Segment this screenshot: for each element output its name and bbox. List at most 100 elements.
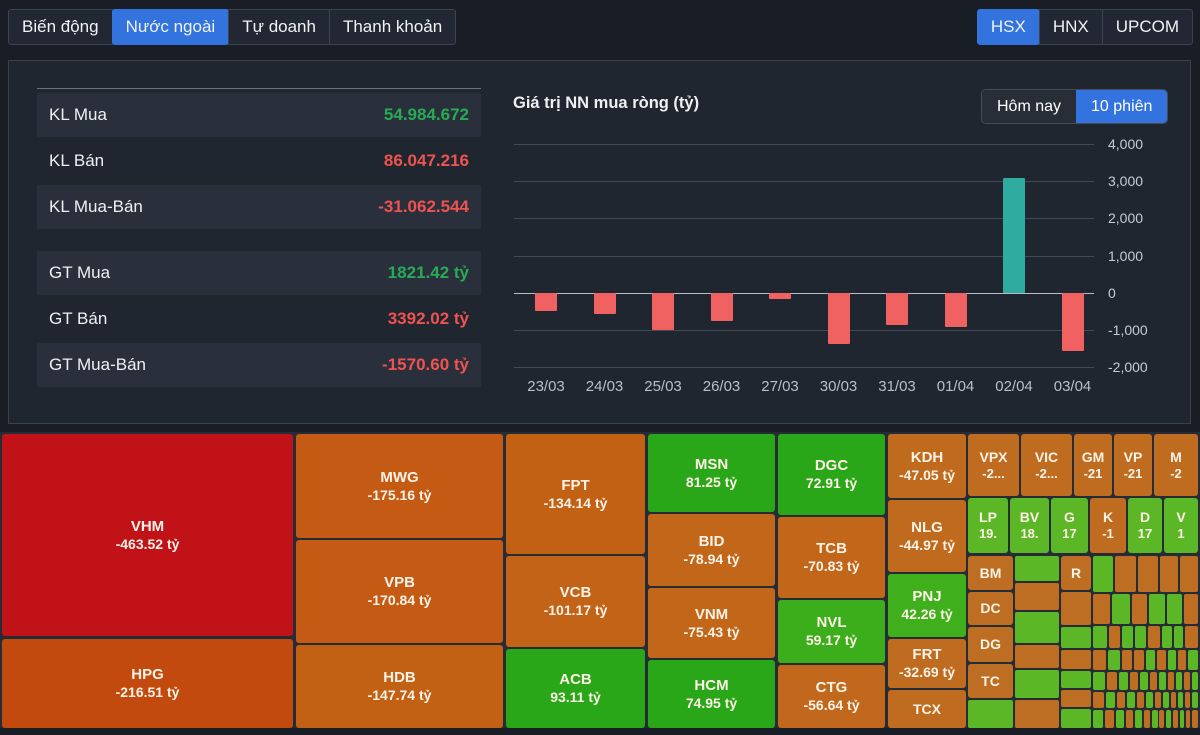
treemap-minor-cell[interactable] xyxy=(1115,556,1136,592)
treemap-minor-cell[interactable] xyxy=(1160,556,1178,592)
treemap-minor-cell[interactable] xyxy=(1061,627,1091,648)
treemap-minor-cell[interactable] xyxy=(1015,700,1059,728)
treemap-minor-cell[interactable] xyxy=(1137,692,1144,708)
treemap-minor-cell[interactable] xyxy=(1185,626,1198,648)
tab-bien-dong[interactable]: Biến động xyxy=(8,9,113,45)
tab-hnx[interactable]: HNX xyxy=(1038,9,1103,45)
treemap-cell-D[interactable]: D 17 xyxy=(1128,498,1162,553)
tab-upcom[interactable]: UPCOM xyxy=(1101,9,1193,45)
treemap-minor-cell[interactable] xyxy=(1061,690,1091,707)
tab-thanh-khoan[interactable]: Thanh khoản xyxy=(328,9,457,45)
tab-nuoc-ngoai[interactable]: Nước ngoài xyxy=(111,9,230,45)
treemap-minor-cell[interactable] xyxy=(1173,710,1178,728)
tab-hsx[interactable]: HSX xyxy=(976,9,1040,45)
treemap-cell-FRT[interactable]: FRT -32.69 tỷ xyxy=(888,639,966,688)
treemap-cell-PNJ[interactable]: PNJ 42.26 tỷ xyxy=(888,574,966,637)
treemap-cell-R[interactable]: R xyxy=(1061,556,1091,590)
treemap-minor-cell[interactable] xyxy=(1127,692,1135,708)
treemap-cell-HCM[interactable]: HCM 74.95 tỷ xyxy=(648,660,775,728)
treemap-cell-HPG[interactable]: HPG -216.51 tỷ xyxy=(2,639,293,728)
treemap-minor-cell[interactable] xyxy=(1152,710,1158,728)
treemap-cell-VNM[interactable]: VNM -75.43 tỷ xyxy=(648,588,775,658)
treemap-cell-BID[interactable]: BID -78.94 tỷ xyxy=(648,514,775,586)
treemap-minor-cell[interactable] xyxy=(1192,710,1198,728)
treemap-minor-cell[interactable] xyxy=(1157,650,1166,670)
treemap-minor-cell[interactable] xyxy=(1138,556,1158,592)
treemap-minor-cell[interactable] xyxy=(1093,672,1105,690)
treemap-minor-cell[interactable] xyxy=(1061,650,1091,669)
treemap-minor-cell[interactable] xyxy=(1093,692,1104,708)
treemap-minor-cell[interactable] xyxy=(1178,692,1183,708)
treemap-minor-cell[interactable] xyxy=(1146,692,1153,708)
treemap-minor-cell[interactable] xyxy=(1180,556,1198,592)
treemap-cell-LP[interactable]: LP 19. xyxy=(968,498,1008,553)
treemap-cell-TCX[interactable]: TCX xyxy=(888,690,966,728)
treemap-cell-CTG[interactable]: CTG -56.64 tỷ xyxy=(778,665,885,728)
treemap-minor-cell[interactable] xyxy=(1061,592,1091,625)
treemap-minor-cell[interactable] xyxy=(1140,672,1148,690)
treemap-cell-TC[interactable]: TC xyxy=(968,664,1013,698)
treemap-minor-cell[interactable] xyxy=(1176,672,1182,690)
treemap-minor-cell[interactable] xyxy=(1105,710,1114,728)
treemap-minor-cell[interactable] xyxy=(1061,671,1091,688)
treemap-minor-cell[interactable] xyxy=(1174,626,1183,648)
treemap-cell-NLG[interactable]: NLG -44.97 tỷ xyxy=(888,500,966,572)
treemap-minor-cell[interactable] xyxy=(1144,710,1150,728)
treemap-minor-cell[interactable] xyxy=(1093,594,1110,624)
treemap-minor-cell[interactable] xyxy=(1108,650,1120,670)
treemap-cell-VP[interactable]: VP -21 xyxy=(1114,434,1152,496)
treemap-minor-cell[interactable] xyxy=(1116,710,1124,728)
treemap-minor-cell[interactable] xyxy=(1093,626,1107,648)
treemap-minor-cell[interactable] xyxy=(1119,672,1128,690)
treemap-minor-cell[interactable] xyxy=(1167,594,1182,624)
treemap-minor-cell[interactable] xyxy=(1112,594,1130,624)
treemap-minor-cell[interactable] xyxy=(1184,594,1198,624)
treemap-cell-VPB[interactable]: VPB -170.84 tỷ xyxy=(296,540,503,643)
treemap-cell-DGC[interactable]: DGC 72.91 tỷ xyxy=(778,434,885,515)
treemap-minor-cell[interactable] xyxy=(1061,709,1091,728)
treemap-cell-G[interactable]: G 17 xyxy=(1051,498,1088,553)
treemap-cell-M[interactable]: M -2 xyxy=(1154,434,1198,496)
treemap-minor-cell[interactable] xyxy=(1150,672,1157,690)
treemap-minor-cell[interactable] xyxy=(1192,672,1198,690)
treemap-minor-cell[interactable] xyxy=(1130,672,1138,690)
treemap-minor-cell[interactable] xyxy=(1192,692,1198,708)
treemap-minor-cell[interactable] xyxy=(1015,670,1059,698)
treemap-cell-VIC[interactable]: VIC -2... xyxy=(1021,434,1072,496)
treemap-cell-BM[interactable]: BM xyxy=(968,556,1013,590)
treemap-cell-KDH[interactable]: KDH -47.05 tỷ xyxy=(888,434,966,498)
treemap-cell-DG[interactable]: DG xyxy=(968,627,1013,662)
treemap-minor-cell[interactable] xyxy=(1146,650,1155,670)
treemap-minor-cell[interactable] xyxy=(1122,650,1132,670)
treemap-minor-cell[interactable] xyxy=(1132,594,1147,624)
treemap-minor-cell[interactable] xyxy=(1185,692,1190,708)
treemap-minor-cell[interactable] xyxy=(1180,710,1184,728)
treemap-minor-cell[interactable] xyxy=(1184,672,1190,690)
treemap-minor-cell[interactable] xyxy=(1106,692,1115,708)
treemap-cell-NVL[interactable]: NVL 59.17 tỷ xyxy=(778,600,885,663)
treemap-minor-cell[interactable] xyxy=(1155,692,1161,708)
treemap-minor-cell[interactable] xyxy=(1159,672,1166,690)
treemap-minor-cell[interactable] xyxy=(1107,672,1117,690)
treemap-minor-cell[interactable] xyxy=(968,700,1013,728)
treemap-minor-cell[interactable] xyxy=(1109,626,1120,648)
treemap-cell-MSN[interactable]: MSN 81.25 tỷ xyxy=(648,434,775,512)
treemap-minor-cell[interactable] xyxy=(1166,710,1171,728)
treemap-cell-GM[interactable]: GM -21 xyxy=(1074,434,1112,496)
treemap-cell-VPX[interactable]: VPX -2... xyxy=(968,434,1019,496)
treemap-cell-HDB[interactable]: HDB -147.74 tỷ xyxy=(296,645,503,728)
tab-tu-doanh[interactable]: Tự doanh xyxy=(228,9,330,45)
treemap-minor-cell[interactable] xyxy=(1188,650,1198,670)
treemap-minor-cell[interactable] xyxy=(1168,650,1176,670)
treemap-cell-DC[interactable]: DC xyxy=(968,592,1013,625)
treemap-minor-cell[interactable] xyxy=(1171,692,1176,708)
button-hom-nay[interactable]: Hôm nay xyxy=(982,90,1077,123)
treemap-minor-cell[interactable] xyxy=(1122,626,1133,648)
treemap-minor-cell[interactable] xyxy=(1015,645,1059,668)
treemap-minor-cell[interactable] xyxy=(1168,672,1174,690)
treemap-minor-cell[interactable] xyxy=(1093,556,1113,592)
treemap-minor-cell[interactable] xyxy=(1163,692,1169,708)
treemap-minor-cell[interactable] xyxy=(1135,626,1146,648)
treemap-minor-cell[interactable] xyxy=(1015,556,1059,581)
treemap-minor-cell[interactable] xyxy=(1126,710,1133,728)
